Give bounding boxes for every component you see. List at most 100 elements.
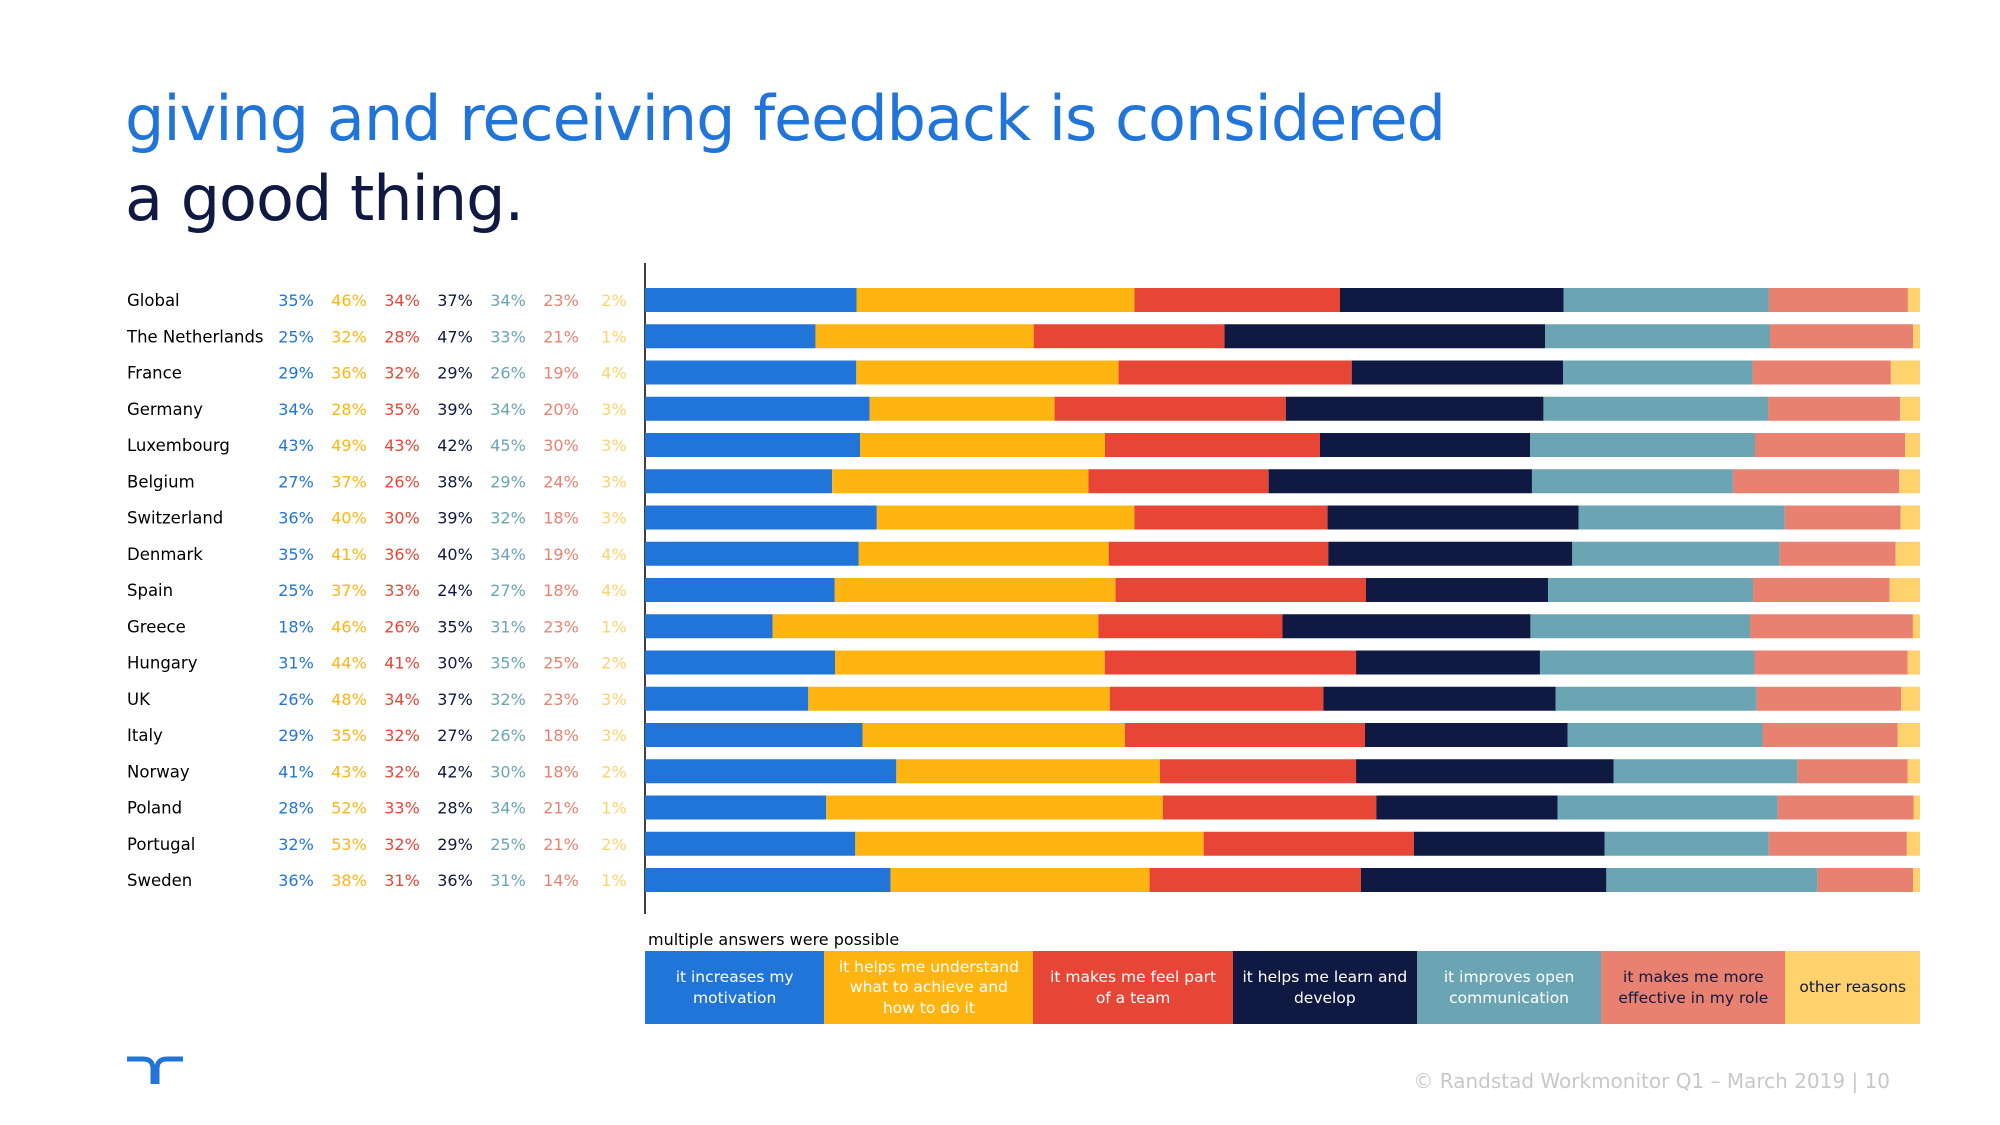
value-label: 30% [384,509,420,528]
value-label: 27% [278,472,314,491]
legend-item: it improves open communication [1416,951,1602,1024]
value-label: 23% [543,617,579,636]
bar-segment [832,469,1089,494]
value-label: 23% [543,690,579,709]
value-label: 40% [331,509,367,528]
value-label: 21% [543,835,579,854]
value-label: 53% [331,835,367,854]
value-label: 1% [601,799,626,818]
bar-segment [860,433,1105,457]
value-label: 3% [601,436,626,455]
value-label: 31% [490,617,526,636]
bar-segment [856,288,1135,312]
bar-segment [1530,614,1750,639]
value-label: 32% [384,835,420,854]
category-label: Spain [127,581,173,600]
value-label: 32% [490,509,526,528]
value-label: 49% [331,436,367,455]
category-label: Portugal [127,835,195,854]
bar-segment [1913,795,1920,820]
bar-segment [1613,759,1798,784]
value-label: 24% [437,581,473,600]
bar-segment [1756,686,1902,711]
bar-segment [1907,288,1920,312]
value-label: 25% [543,654,579,673]
bar-segment [1817,868,1914,892]
stacked-bar-chart: Global 35% 46% 34% 37% 34% 23% 2% The Netherland… [126,263,1920,914]
bar-segment [645,723,863,747]
bar-segment [645,505,877,530]
value-label: 37% [437,291,473,310]
bar-segment [1351,360,1563,385]
bar-segment [1604,831,1769,856]
value-label: 28% [278,799,314,818]
value-label: 32% [384,726,420,745]
value-label: 46% [331,291,367,310]
bar-segment [858,541,1109,566]
bar-segment [772,614,1099,639]
value-label: 33% [384,581,420,600]
legend-item: it increases my motivation [645,951,825,1024]
bar-segment [1376,795,1558,820]
bar-segment [1543,396,1769,421]
bar-segment [645,868,891,892]
value-label: 26% [490,726,526,745]
bar-segment [1899,469,1920,494]
bar-segment [869,396,1055,421]
legend-item: it makes me feel part of a team [1033,951,1233,1024]
chart-note: multiple answers were possible [648,930,900,949]
chart-legend: it increases my motivation it helps me un… [645,951,1920,1024]
bar-segment [835,650,1105,675]
category-label: The Netherlands [126,327,264,346]
value-label: 36% [278,871,314,890]
bar-segment [855,831,1204,856]
value-label: 26% [384,472,420,491]
bar-segment [1320,433,1530,457]
value-label: 34% [278,400,314,419]
bar-segment [1115,578,1366,602]
bar-segment [1768,288,1908,312]
value-label: 43% [384,436,420,455]
value-label: 31% [490,871,526,890]
bar-segment [1901,686,1920,711]
value-label: 35% [437,617,473,636]
value-label: 3% [601,400,626,419]
category-label: Luxembourg [127,436,230,455]
bar-segment [645,614,773,639]
value-label: 2% [601,291,626,310]
value-label: 27% [437,726,473,745]
value-label: 2% [601,835,626,854]
bar-segment [834,578,1116,602]
value-label: 18% [543,509,579,528]
bar-segment [1108,541,1329,566]
bar-segment [645,541,859,566]
category-label: Belgium [127,472,195,491]
value-label: 41% [331,545,367,564]
bar-segment [1356,650,1540,675]
bar-segment [1578,505,1785,530]
bar-segment [1750,614,1913,639]
bar-segment [1752,360,1891,385]
bar-segment [856,360,1119,385]
bar-segment [1895,541,1920,566]
category-label: Hungary [127,654,198,673]
bar-segment [1567,723,1763,747]
bar-segment [890,868,1150,892]
value-label: 28% [437,799,473,818]
bar-segment [1572,541,1780,566]
category-label: Germany [127,400,203,419]
bar-segment [1755,433,1905,457]
value-label: 35% [490,654,526,673]
bar-segment [1539,650,1755,675]
value-label: 40% [437,545,473,564]
value-label: 39% [437,509,473,528]
value-label: 30% [543,436,579,455]
bar-segment [1557,795,1778,820]
value-label: 24% [543,472,579,491]
bar-segment [1413,831,1605,856]
bar-segment [1912,614,1920,639]
value-label: 29% [437,364,473,383]
value-label: 2% [601,762,626,781]
bar-segment [1563,288,1769,312]
page-title-line-2: a good thing. [125,162,524,235]
